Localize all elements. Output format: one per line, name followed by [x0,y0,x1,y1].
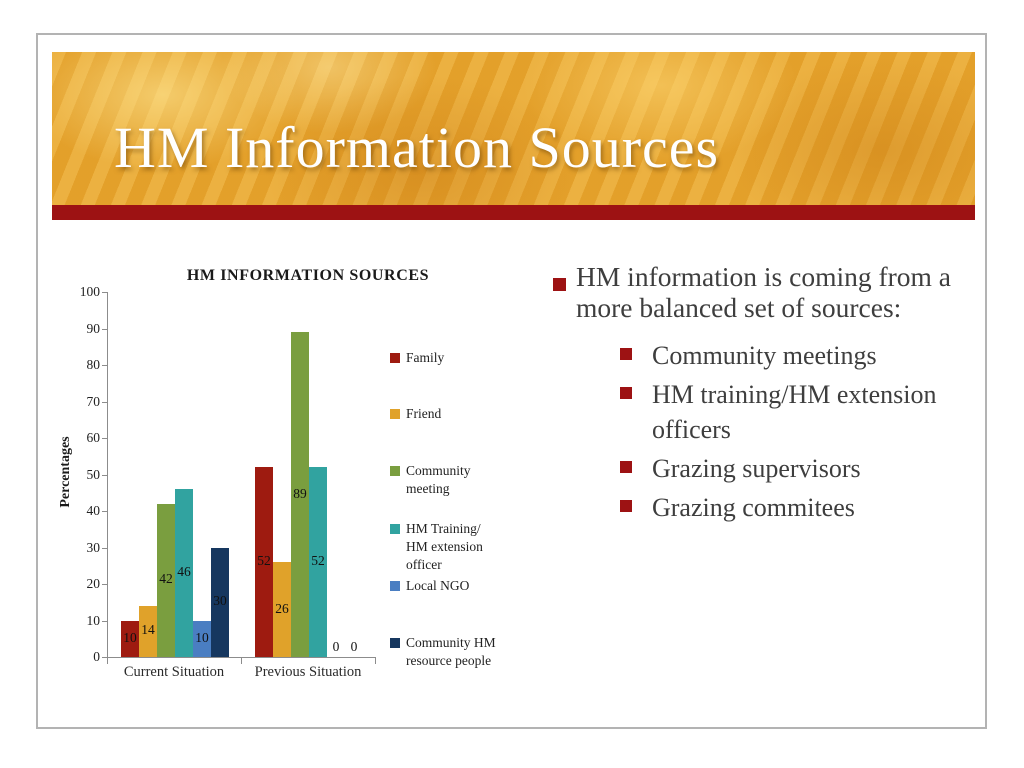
header-divider-bar [52,205,975,220]
bar-value-label: 10 [123,629,137,645]
x-axis-tick [241,658,242,664]
slide: HM Information Sources HM INFORMATION SO… [36,33,987,729]
bullet-square-icon [620,387,632,399]
legend-item: Friend [390,405,441,423]
legend-swatch-icon [390,353,400,363]
list-item: Grazing supervisors [620,451,952,486]
y-axis-tick-label: 50 [86,466,101,482]
legend-label: Friend [406,406,442,421]
bar-value-label: 46 [177,564,191,580]
legend-label: Community meeting [406,463,471,496]
chart-plot-area: 10 14 42 46 10 30 52 26 89 52 0 0 [107,292,376,658]
sub-bullet-text: Grazing supervisors [652,454,861,483]
bar-family [255,467,273,657]
bar-value-label: 10 [195,629,209,645]
bar-value-label: 52 [257,553,271,569]
y-axis-tick-label: 40 [86,503,101,518]
bar-community-meeting [291,332,309,657]
legend-swatch-icon [390,466,400,476]
bullet-square-icon [620,500,632,512]
page-title: HM Information Sources [114,115,720,180]
chart-title: HM INFORMATION SOURCES [186,267,430,284]
sub-bullet-text: Community meetings [652,341,877,370]
legend-swatch-icon [390,524,400,534]
y-axis-tick [102,657,107,658]
x-axis-category-label: Previous Situation [254,664,362,680]
list-item: HM training/HM extension officers [620,377,952,447]
legend-item: Family [390,349,444,367]
bullet-square-icon [553,278,566,291]
y-axis-tick-label: 80 [86,357,101,372]
y-axis-tick [102,584,107,585]
sub-bullet-list: Community meetings HM training/HM extens… [620,338,952,525]
bullet-square-icon [620,461,632,473]
list-item: Community meetings [620,338,952,373]
sub-bullet-text: Grazing commitees [652,493,855,522]
y-axis-tick [102,328,107,330]
bar-local-ngo [193,620,211,657]
bar-value-label: 26 [275,600,289,616]
legend-label: HM Training/ HM extension officer [406,521,483,572]
slide-header: HM Information Sources [52,52,975,205]
y-axis-tick [102,365,107,366]
legend-item: HM Training/ HM extension officer [390,520,483,574]
y-axis-tick [102,620,107,622]
legend-swatch-icon [390,581,400,591]
y-axis-tick-label: 30 [86,539,101,555]
bullet-square-icon [620,348,632,360]
bar-value-label: 14 [141,622,155,638]
bar-value-label: 52 [311,553,325,569]
bar-value-label: 0 [350,639,358,654]
list-item: Grazing commitees [620,490,952,525]
x-axis-tick [375,658,376,664]
bar-hm-training-hm-extension-officer [309,467,327,657]
y-axis-tick-label: 10 [86,612,101,628]
legend-item: Local NGO [390,577,469,595]
bar-value-label: 0 [332,639,340,654]
y-axis-tick-label: 20 [86,576,101,591]
main-bullet-text: HM information is coming from a more bal… [576,261,952,323]
legend-swatch-icon [390,638,400,648]
bar-friend [139,605,157,657]
bar-value-label: 30 [213,593,227,609]
sub-bullet-text: HM training/HM extension officers [652,380,937,444]
y-axis-tick-label: 100 [79,284,100,299]
y-axis-tick-label: 0 [93,649,100,664]
bar-community-hm-resource-people [211,547,229,657]
legend-label: Local NGO [406,578,470,593]
y-axis-tick [102,401,107,403]
y-axis-tick-label: 60 [86,430,101,445]
bar-family [121,620,139,657]
y-axis-tick-label: 70 [86,393,101,409]
x-axis-tick [107,658,108,664]
x-axis-category-label: Current Situation [123,664,225,680]
y-axis-tick [102,474,107,476]
bar-community-meeting [157,503,175,657]
bar-value-label: 42 [159,571,173,587]
y-axis-tick [102,511,107,512]
legend-item: Community meeting [390,462,471,498]
bar-value-label: 89 [293,485,307,501]
y-axis-tick [102,438,107,439]
legend-label: Family [406,350,445,365]
legend-swatch-icon [390,409,400,419]
y-axis-tick [102,292,107,293]
y-axis-tick [102,547,107,549]
bar-hm-training-hm-extension-officer [175,489,193,657]
bar-friend [273,562,291,657]
y-axis-tick-label: 90 [86,320,101,336]
legend-label: Community HM resource people [406,635,496,668]
legend-item: Community HM resource people [390,634,496,670]
